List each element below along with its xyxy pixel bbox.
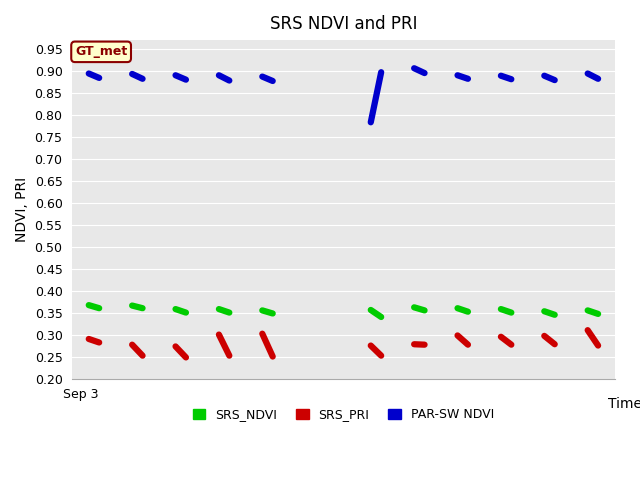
Title: SRS NDVI and PRI: SRS NDVI and PRI <box>269 15 417 33</box>
Text: GT_met: GT_met <box>75 45 127 59</box>
X-axis label: Time: Time <box>609 397 640 411</box>
Legend: SRS_NDVI, SRS_PRI, PAR-SW NDVI: SRS_NDVI, SRS_PRI, PAR-SW NDVI <box>188 403 499 426</box>
Y-axis label: NDVI, PRI: NDVI, PRI <box>15 177 29 242</box>
